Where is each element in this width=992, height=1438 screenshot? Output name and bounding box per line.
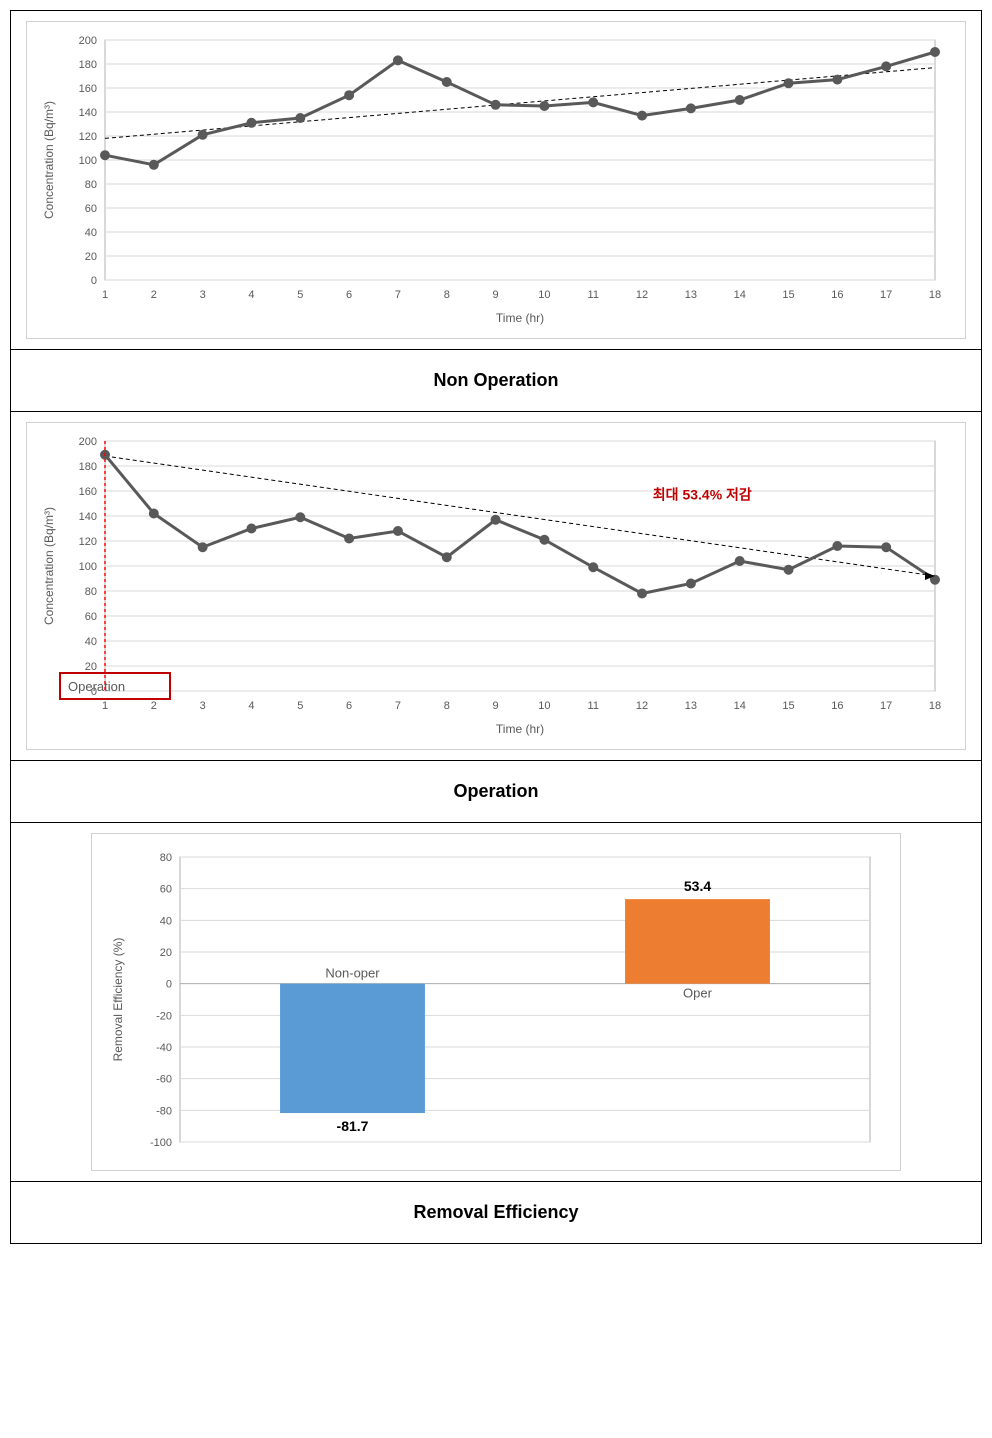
svg-text:17: 17 xyxy=(880,700,892,712)
svg-text:120: 120 xyxy=(79,131,97,143)
svg-text:10: 10 xyxy=(538,289,550,301)
svg-text:13: 13 xyxy=(685,700,697,712)
svg-text:14: 14 xyxy=(734,289,746,301)
svg-text:-100: -100 xyxy=(150,1137,172,1149)
svg-text:140: 140 xyxy=(79,511,97,523)
svg-text:16: 16 xyxy=(831,700,843,712)
svg-text:11: 11 xyxy=(588,700,599,712)
svg-text:16: 16 xyxy=(831,289,843,301)
svg-text:Non-oper: Non-oper xyxy=(325,966,380,981)
svg-text:4: 4 xyxy=(248,700,254,712)
svg-text:Concentration (Bq/m³): Concentration (Bq/m³) xyxy=(42,101,56,219)
svg-text:5: 5 xyxy=(297,700,303,712)
svg-text:2: 2 xyxy=(151,289,157,301)
svg-text:10: 10 xyxy=(538,700,550,712)
svg-text:8: 8 xyxy=(444,289,450,301)
svg-text:60: 60 xyxy=(85,611,97,623)
svg-text:11: 11 xyxy=(588,289,599,301)
svg-text:Operation: Operation xyxy=(68,679,125,694)
panel-operation: 0204060801001201401601802001234567891011… xyxy=(11,412,981,761)
svg-text:6: 6 xyxy=(346,289,352,301)
svg-text:120: 120 xyxy=(79,536,97,548)
svg-text:140: 140 xyxy=(79,107,97,119)
svg-text:9: 9 xyxy=(493,700,499,712)
svg-text:15: 15 xyxy=(782,700,794,712)
caption-removal-efficiency: Removal Efficiency xyxy=(11,1182,981,1243)
svg-text:160: 160 xyxy=(79,83,97,95)
svg-text:1: 1 xyxy=(102,700,108,712)
svg-text:60: 60 xyxy=(160,884,172,896)
svg-text:18: 18 xyxy=(929,700,941,712)
svg-text:4: 4 xyxy=(248,289,254,301)
svg-text:160: 160 xyxy=(79,486,97,498)
svg-text:20: 20 xyxy=(160,947,172,959)
svg-text:14: 14 xyxy=(734,700,746,712)
svg-text:Concentration (Bq/m³): Concentration (Bq/m³) xyxy=(42,507,56,625)
svg-text:0: 0 xyxy=(166,979,172,991)
svg-text:15: 15 xyxy=(782,289,794,301)
svg-text:100: 100 xyxy=(79,561,97,573)
svg-text:Oper: Oper xyxy=(683,986,713,1001)
svg-text:200: 200 xyxy=(79,436,97,448)
svg-text:40: 40 xyxy=(85,227,97,239)
svg-text:13: 13 xyxy=(685,289,697,301)
svg-text:-60: -60 xyxy=(156,1074,172,1086)
svg-text:-81.7: -81.7 xyxy=(337,1118,369,1134)
chart-box-3: -100 -80 -60 -40 -20 0 20 40 60 80 Removal Efficie… xyxy=(91,833,901,1171)
svg-text:53.4: 53.4 xyxy=(684,878,711,894)
chart-box-2: 0204060801001201401601802001234567891011… xyxy=(26,422,966,750)
chart-box-1: 0204060801001201401601802001234567891011… xyxy=(26,21,966,339)
svg-text:180: 180 xyxy=(79,59,97,71)
svg-text:80: 80 xyxy=(85,586,97,598)
svg-text:5: 5 xyxy=(297,289,303,301)
svg-text:200: 200 xyxy=(79,35,97,47)
figure-container: 0204060801001201401601802001234567891011… xyxy=(10,10,982,1244)
svg-text:20: 20 xyxy=(85,251,97,263)
svg-text:8: 8 xyxy=(444,700,450,712)
svg-text:80: 80 xyxy=(160,852,172,864)
line-chart-non-operation: 0204060801001201401601802001234567891011… xyxy=(35,30,955,330)
bar-chart-removal-efficiency: -100 -80 -60 -40 -20 0 20 40 60 80 Removal Efficie… xyxy=(100,842,890,1162)
svg-text:Time (hr): Time (hr) xyxy=(496,722,544,736)
svg-text:18: 18 xyxy=(929,289,941,301)
line-chart-operation: 0204060801001201401601802001234567891011… xyxy=(35,431,955,741)
svg-text:80: 80 xyxy=(85,179,97,191)
svg-text:9: 9 xyxy=(493,289,499,301)
svg-text:7: 7 xyxy=(395,289,401,301)
panel-non-operation: 0204060801001201401601802001234567891011… xyxy=(11,11,981,350)
caption-non-operation: Non Operation xyxy=(11,350,981,412)
svg-text:최대 53.4% 저감: 최대 53.4% 저감 xyxy=(653,487,752,503)
svg-text:17: 17 xyxy=(880,289,892,301)
svg-text:-80: -80 xyxy=(156,1105,172,1117)
svg-text:20: 20 xyxy=(85,661,97,673)
svg-text:7: 7 xyxy=(395,700,401,712)
svg-text:60: 60 xyxy=(85,203,97,215)
svg-text:40: 40 xyxy=(160,915,172,927)
svg-text:100: 100 xyxy=(79,155,97,167)
svg-text:Time (hr): Time (hr) xyxy=(496,311,544,325)
svg-text:3: 3 xyxy=(200,700,206,712)
panel-removal-efficiency: -100 -80 -60 -40 -20 0 20 40 60 80 Removal Efficie… xyxy=(11,823,981,1182)
svg-text:2: 2 xyxy=(151,700,157,712)
svg-text:12: 12 xyxy=(636,289,648,301)
svg-text:3: 3 xyxy=(200,289,206,301)
svg-text:0: 0 xyxy=(91,275,97,287)
svg-text:1: 1 xyxy=(102,289,108,301)
svg-text:40: 40 xyxy=(85,636,97,648)
svg-text:-20: -20 xyxy=(156,1010,172,1022)
svg-text:12: 12 xyxy=(636,700,648,712)
svg-text:6: 6 xyxy=(346,700,352,712)
caption-operation: Operation xyxy=(11,761,981,823)
svg-text:-40: -40 xyxy=(156,1042,172,1054)
svg-text:Removal Efficiency (%): Removal Efficiency (%) xyxy=(111,938,125,1062)
svg-text:180: 180 xyxy=(79,461,97,473)
